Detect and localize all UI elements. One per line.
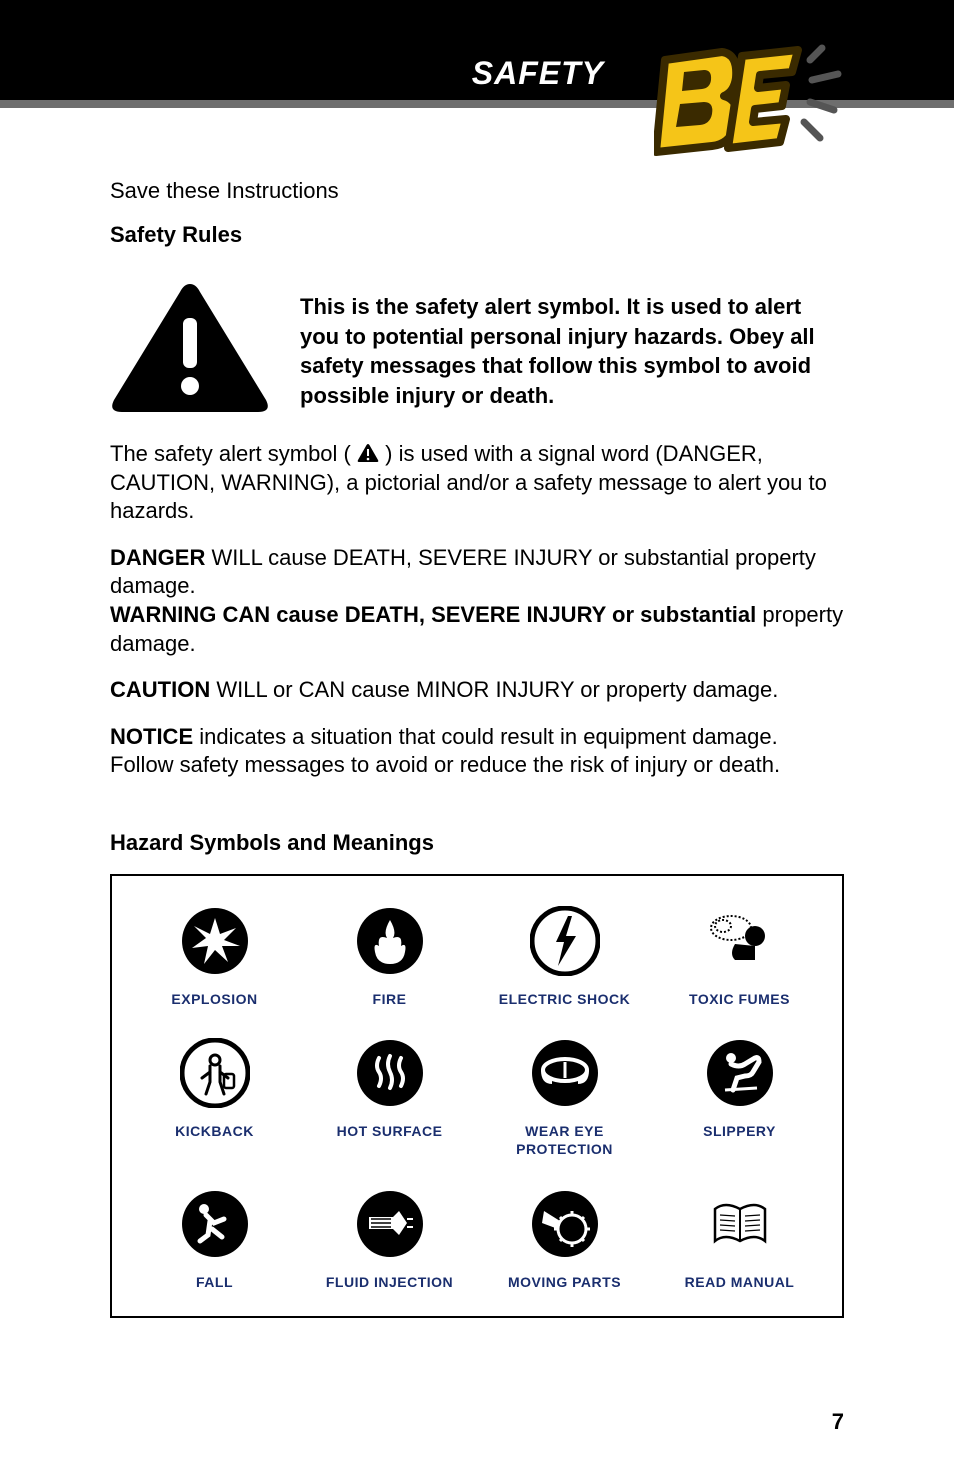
- caution-para: CAUTION WILL or CAN cause MINOR INJURY o…: [110, 676, 844, 705]
- safety-alert-row: This is the safety alert symbol. It is u…: [110, 278, 844, 418]
- hazard-label: KICKBACK: [175, 1122, 254, 1140]
- brand-logo: [654, 40, 854, 165]
- page-number: 7: [832, 1409, 844, 1435]
- hazard-label: HOT SURFACE: [337, 1122, 443, 1140]
- hazard-label: ELECTRIC SHOCK: [499, 990, 630, 1008]
- hazard-label: FIRE: [373, 990, 407, 1008]
- hazard-shock: ELECTRIC SHOCK: [482, 906, 647, 1008]
- symbol-pre: The safety alert symbol (: [110, 441, 351, 466]
- hazard-eye: WEAR EYE PROTECTION: [482, 1038, 647, 1158]
- explosion-icon: [180, 906, 250, 976]
- hazard-label: READ MANUAL: [685, 1273, 795, 1291]
- symbol-explain-para: The safety alert symbol ( ) is used with…: [110, 440, 844, 526]
- hot-icon: [355, 1038, 425, 1108]
- section-title: SAFETY: [472, 55, 604, 92]
- danger-label: DANGER: [110, 545, 205, 570]
- fumes-icon: [705, 906, 775, 976]
- save-instructions: Save these Instructions: [110, 178, 844, 204]
- shock-icon: [530, 906, 600, 976]
- notice-label: NOTICE: [110, 724, 193, 749]
- hazard-heading: Hazard Symbols and Meanings: [110, 830, 844, 856]
- kickback-icon: [180, 1038, 250, 1108]
- hazard-slippery: SLIPPERY: [657, 1038, 822, 1158]
- hazard-fall: FALL: [132, 1189, 297, 1291]
- notice-text: indicates a situation that could result …: [110, 724, 780, 778]
- hazard-label: WEAR EYE PROTECTION: [516, 1122, 613, 1158]
- danger-text: WILL cause DEATH, SEVERE INJURY or subst…: [110, 545, 816, 599]
- hazard-label: MOVING PARTS: [508, 1273, 621, 1291]
- hazard-grid: EXPLOSION FIRE ELECTRIC SHOCK TOXIC FUMES KI…: [132, 906, 822, 1291]
- hazard-fumes: TOXIC FUMES: [657, 906, 822, 1008]
- alert-main-text: This is the safety alert symbol. It is u…: [300, 292, 844, 411]
- fluid-icon: [355, 1189, 425, 1259]
- eye-icon: [530, 1038, 600, 1108]
- inline-alert-icon: [357, 443, 379, 463]
- fire-icon: [355, 906, 425, 976]
- hazard-hot: HOT SURFACE: [307, 1038, 472, 1158]
- safety-rules-heading: Safety Rules: [110, 222, 844, 248]
- notice-para: NOTICE indicates a situation that could …: [110, 723, 844, 780]
- page-content: Save these Instructions Safety Rules Thi…: [0, 108, 954, 1318]
- hazard-moving: MOVING PARTS: [482, 1189, 647, 1291]
- hazard-label: SLIPPERY: [703, 1122, 776, 1140]
- alert-triangle-icon: [110, 278, 270, 418]
- hazard-fire: FIRE: [307, 906, 472, 1008]
- hazard-label: EXPLOSION: [171, 990, 257, 1008]
- hazard-box: EXPLOSION FIRE ELECTRIC SHOCK TOXIC FUMES KI…: [110, 874, 844, 1318]
- hazard-kickback: KICKBACK: [132, 1038, 297, 1158]
- hazard-fluid: FLUID INJECTION: [307, 1189, 472, 1291]
- moving-icon: [530, 1189, 600, 1259]
- manual-icon: [705, 1189, 775, 1259]
- slippery-icon: [705, 1038, 775, 1108]
- hazard-label: FALL: [196, 1273, 233, 1291]
- warning-label: WARNING CAN cause DEATH, SEVERE INJURY o…: [110, 602, 756, 627]
- caution-text: WILL or CAN cause MINOR INJURY or proper…: [210, 677, 778, 702]
- caution-label: CAUTION: [110, 677, 210, 702]
- danger-para: DANGER WILL cause DEATH, SEVERE INJURY o…: [110, 544, 844, 658]
- fall-icon: [180, 1189, 250, 1259]
- hazard-label: FLUID INJECTION: [326, 1273, 453, 1291]
- hazard-label: TOXIC FUMES: [689, 990, 790, 1008]
- hazard-explosion: EXPLOSION: [132, 906, 297, 1008]
- hazard-manual: READ MANUAL: [657, 1189, 822, 1291]
